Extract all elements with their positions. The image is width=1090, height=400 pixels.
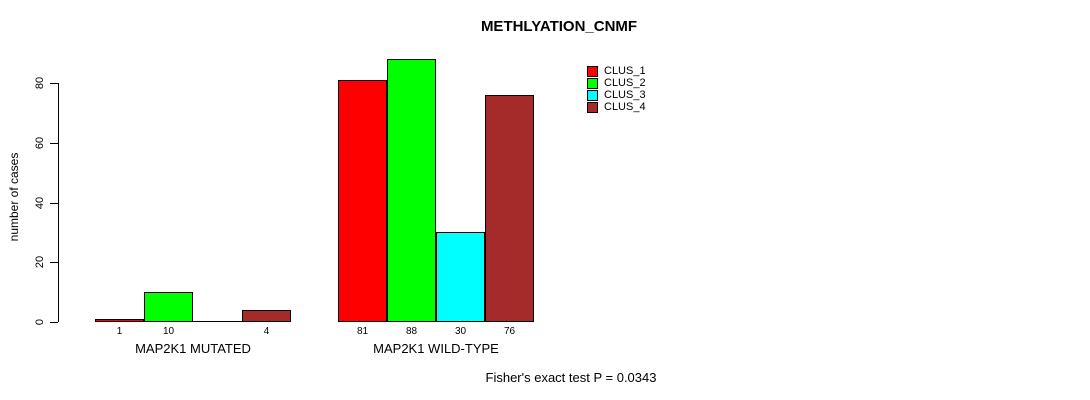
fisher-test-annotation: Fisher's exact test P = 0.0343 [485,370,657,385]
y-axis-label: number of cases [7,152,21,242]
chart-title: METHLYATION_CNMF [480,18,638,35]
bar-clus_1 [338,80,387,322]
bar-value-label: 30 [454,326,467,337]
bar-value-label: 76 [503,326,516,337]
y-tick-label: 40 [34,196,46,210]
legend-swatch-icon [587,90,598,101]
bar-clus_2 [144,292,193,322]
y-tick-label: 60 [34,136,46,150]
y-tick-label: 80 [34,76,46,90]
bar-value-label: 1 [116,326,123,337]
bar-clus_4 [485,95,534,322]
bar-value-label: 88 [405,326,418,337]
legend-swatch-icon [587,102,598,113]
y-tick-label: 20 [34,255,46,269]
bar-value-label: 81 [356,326,369,337]
y-tick [50,142,58,144]
legend-label: CLUS_4 [604,101,646,113]
x-axis-group-label: MAP2K1 MUTATED [135,341,251,356]
legend-label: CLUS_3 [604,89,646,101]
bar-clus_4 [242,310,291,322]
y-tick-label: 0 [34,318,46,326]
legend-label: CLUS_1 [604,65,646,77]
y-tick [50,321,58,323]
x-axis-group-label: MAP2K1 WILD-TYPE [373,341,499,356]
bar-value-label: 10 [162,326,175,337]
y-tick [50,261,58,263]
bar-clus_3 [436,232,485,322]
bar-clus_1 [95,319,144,322]
bar-clus_2 [387,59,436,322]
bar-value-label: 4 [263,326,270,337]
y-axis-line [58,83,59,322]
y-tick [50,82,58,84]
legend-swatch-icon [587,78,598,89]
y-tick [50,202,58,204]
legend-swatch-icon [587,66,598,77]
legend-label: CLUS_2 [604,77,646,89]
bar-clus_3 [193,321,243,322]
